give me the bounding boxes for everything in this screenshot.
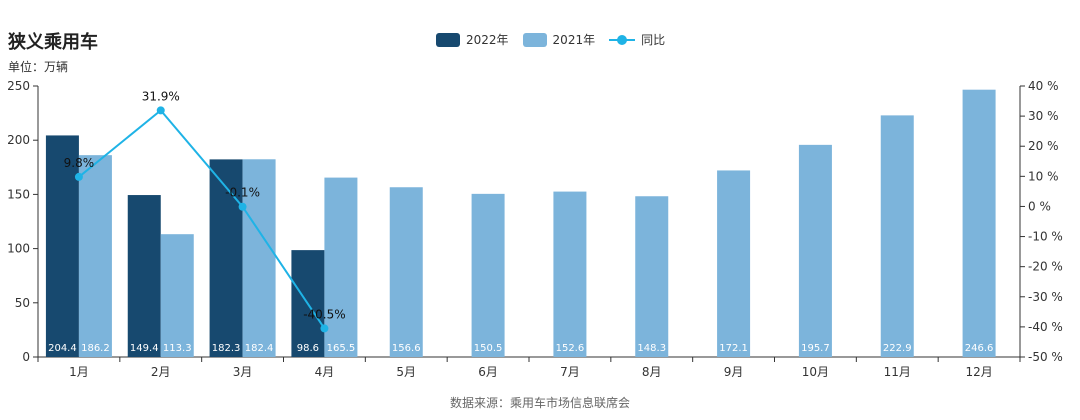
y-tick-label-right: -30 %: [1028, 290, 1063, 304]
bar-2021: [471, 193, 505, 357]
y-tick-label-left: 200: [7, 133, 30, 147]
x-tick-label: 5月: [396, 365, 416, 379]
bar-label-2021: 113.3: [163, 343, 192, 354]
yoy-line: [78, 108, 326, 329]
bar-label-2021: 152.6: [556, 343, 585, 354]
bar-2021: [798, 144, 832, 357]
bar-2021: [324, 177, 358, 357]
bar-2021: [717, 170, 751, 357]
bar-2022: [127, 195, 161, 357]
yoy-point: [156, 106, 165, 115]
bar-label-2021: 156.6: [392, 343, 421, 354]
bar-label-2021: 222.9: [883, 343, 912, 354]
yoy-point: [238, 202, 247, 211]
bar-label-2021: 182.4: [245, 343, 274, 354]
legend-swatch-2022: [436, 32, 460, 47]
bar-label-2022: 98.6: [297, 343, 319, 354]
bar-label-2021: 172.1: [719, 343, 748, 354]
x-tick-label: 9月: [724, 365, 744, 379]
bar-label-2022: 204.4: [48, 343, 77, 354]
y-tick-label-left: 50: [15, 296, 30, 310]
chart-title: 狭义乘用车: [8, 32, 98, 53]
bar-2021: [962, 89, 996, 357]
y-tick-label-right: -50 %: [1028, 350, 1063, 364]
y-tick-label-right: -10 %: [1028, 230, 1063, 244]
bar-2021: [78, 155, 112, 357]
legend-label-2022: 2022年: [466, 33, 509, 47]
yoy-label: -40.5%: [303, 307, 345, 321]
bar-label-2021: 150.5: [474, 343, 503, 354]
x-tick-label: 10月: [802, 365, 829, 379]
yoy-label: -0.1%: [225, 186, 260, 200]
bar-label-2021: 186.2: [81, 343, 110, 354]
bar-2021: [389, 187, 423, 357]
y-tick-label-right: -20 %: [1028, 260, 1063, 274]
bar-label-2021: 246.6: [965, 343, 994, 354]
y-tick-label-left: 0: [22, 350, 30, 364]
yoy-label: 31.9%: [142, 89, 180, 103]
bar-label-2022: 149.4: [130, 343, 159, 354]
source-note: 数据来源：乘用车市场信息联席会: [449, 396, 630, 410]
y-tick-label-right: 40 %: [1028, 79, 1059, 93]
x-tick-label: 4月: [315, 365, 335, 379]
legend-swatch-2021: [522, 32, 547, 47]
x-tick-label: 12月: [965, 365, 992, 379]
y-tick-label-right: 30 %: [1028, 109, 1059, 123]
legend: 2022年 2021年 同比: [436, 31, 679, 48]
x-tick-label: 3月: [233, 365, 253, 379]
legend-item-2021[interactable]: 2021年: [522, 31, 596, 48]
yoy-point: [320, 324, 329, 333]
bar-label-2021: 148.3: [637, 343, 666, 354]
yoy-label: 9.8%: [64, 156, 95, 170]
legend-item-yoy[interactable]: 同比: [609, 31, 665, 48]
legend-swatch-yoy: [609, 33, 636, 47]
bar-label-2021: 195.7: [801, 343, 830, 354]
yoy-point: [74, 172, 83, 181]
y-tick-label-right: 0 %: [1028, 199, 1051, 213]
bar-label-2022: 182.3: [212, 343, 241, 354]
bar-2022: [45, 135, 79, 357]
unit-label: 单位：万辆: [8, 60, 69, 74]
bar-2022: [209, 159, 243, 357]
bar-2021: [635, 196, 669, 357]
y-tick-label-left: 100: [7, 242, 30, 256]
y-tick-label-left: 250: [7, 79, 30, 93]
x-tick-label: 2月: [151, 365, 171, 379]
x-tick-label: 1月: [69, 365, 89, 379]
x-tick-label: 6月: [478, 365, 498, 379]
legend-label-yoy: 同比: [641, 33, 666, 47]
legend-item-2022[interactable]: 2022年: [436, 31, 509, 48]
y-tick-label-left: 150: [7, 187, 30, 201]
y-tick-label-right: 10 %: [1028, 169, 1059, 183]
legend-label-2021: 2021年: [552, 33, 596, 47]
x-tick-label: 7月: [560, 365, 580, 379]
bar-2021: [553, 191, 587, 357]
x-tick-label: 8月: [642, 365, 662, 379]
y-tick-label-right: 20 %: [1028, 139, 1059, 153]
bar-2021: [160, 234, 194, 357]
bar-2021: [242, 159, 276, 357]
bar-2021: [880, 115, 914, 357]
bar-label-2021: 165.5: [327, 343, 356, 354]
y-tick-label-right: -40 %: [1028, 320, 1063, 334]
x-tick-label: 11月: [884, 365, 911, 379]
